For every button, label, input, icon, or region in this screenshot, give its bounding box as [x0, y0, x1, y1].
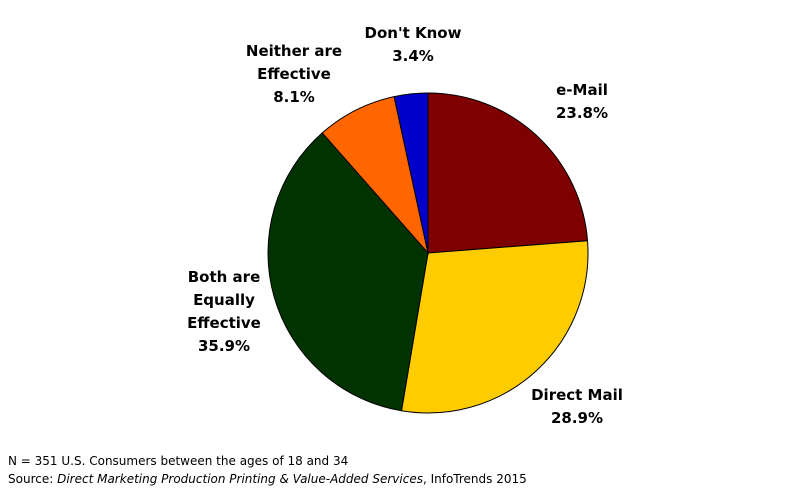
value-label: 8.1% [273, 88, 315, 106]
category-label: Don't Know [364, 24, 462, 42]
slice-label: Both are Equally Effective 35.9% [174, 266, 274, 358]
value-label: 28.9% [550, 409, 604, 427]
slice-label: e-Mail 23.8% [522, 79, 642, 125]
value-label: 23.8% [555, 104, 609, 122]
category-label: Both are Equally Effective [187, 268, 261, 332]
category-label: e-Mail [556, 81, 608, 99]
value-label: 3.4% [392, 47, 434, 65]
slice-label: Don't Know 3.4% [353, 22, 473, 68]
note: N = 351 U.S. Consumers between the ages … [8, 454, 349, 468]
source-title: Direct Marketing Production Printing & V… [57, 472, 423, 486]
source-suffix: , InfoTrends 2015 [422, 472, 527, 486]
pie-slice [267, 132, 429, 412]
slice-label: Direct Mail 28.9% [517, 384, 637, 430]
pie-slice [427, 92, 589, 254]
source-prefix: Source: [8, 472, 54, 486]
category-label: Direct Mail [531, 386, 623, 404]
slice-label: Neither are Effective 8.1% [239, 40, 349, 109]
value-label: 35.9% [197, 337, 251, 355]
pie-slice [400, 240, 589, 414]
source: Source: Direct Marketing Production Prin… [8, 472, 527, 486]
category-label: Neither are Effective [245, 42, 343, 83]
pie-slice [393, 92, 429, 254]
